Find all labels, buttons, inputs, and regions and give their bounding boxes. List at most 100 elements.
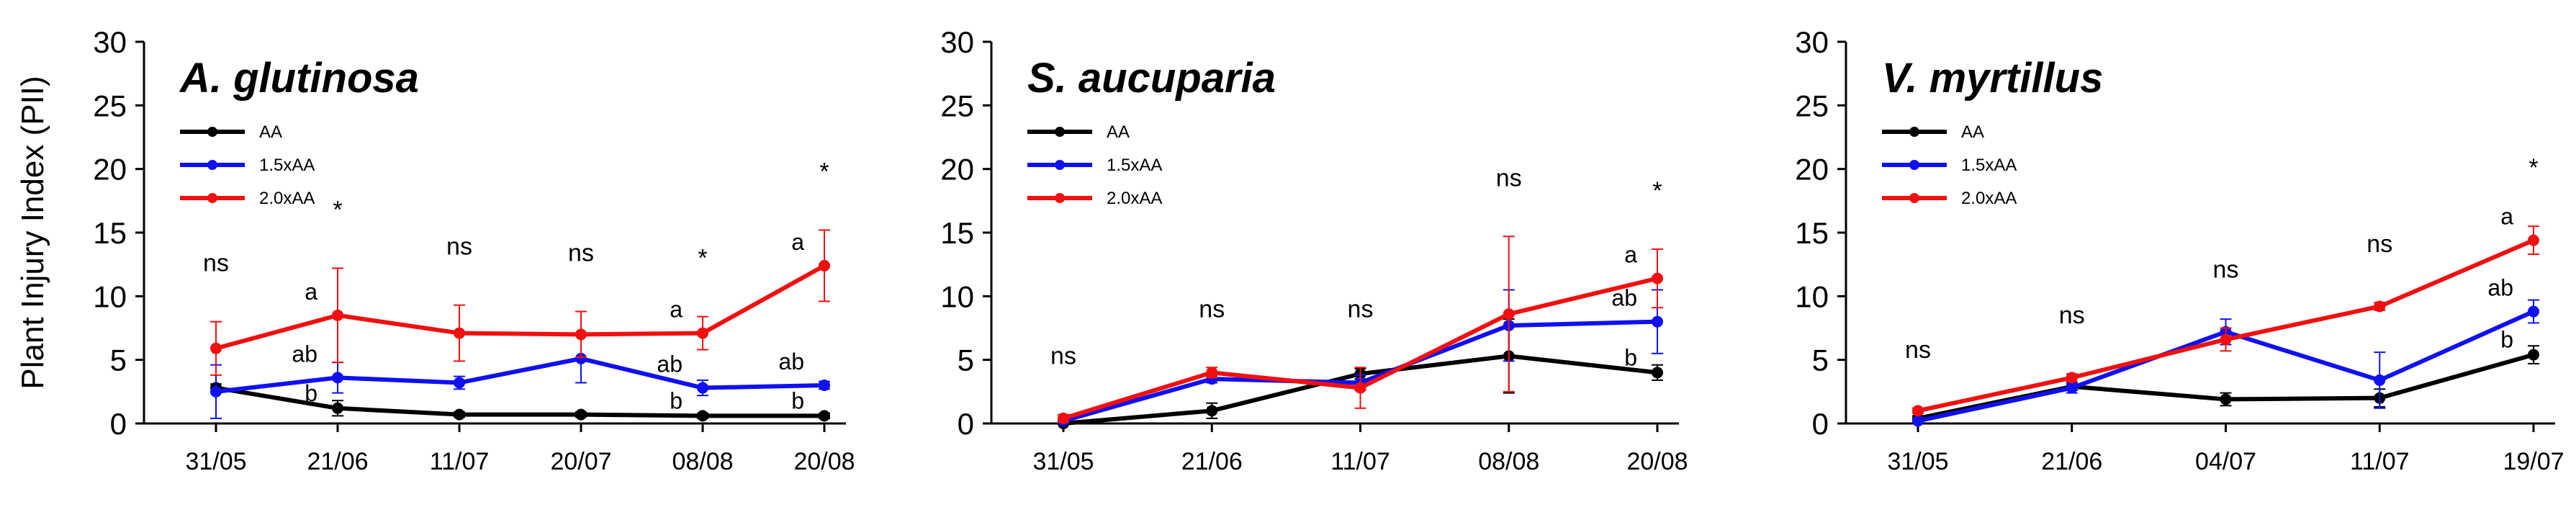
data-point [697, 382, 708, 394]
legend-marker [1055, 160, 1065, 170]
data-point [2220, 393, 2232, 405]
chart-v-myrtillus: 0 5 10 15 20 25 30 31/05 21/06 04/07 11/07 19/07 V. … [1795, 25, 2564, 475]
legend-label: 1.5xAA [1961, 156, 2017, 175]
y-tick-label: 15 [940, 216, 974, 250]
data-point [1503, 308, 1515, 320]
series-line [215, 385, 824, 418]
series-AA [1912, 345, 2539, 424]
significance-letter: ab [2487, 275, 2513, 301]
series-1.5xAA [210, 333, 830, 419]
legend-marker [207, 160, 217, 170]
x-tick-label: 21/06 [1181, 448, 1243, 475]
data-point [1652, 315, 1663, 328]
y-tick-label: 30 [93, 25, 127, 59]
significance-label: ns [1050, 343, 1076, 370]
y-tick-label: 15 [1795, 216, 1829, 250]
significance-letter: a [791, 229, 804, 255]
significance-label: ns [1496, 164, 1522, 192]
y-tick-label: 10 [940, 279, 974, 313]
series-line [215, 264, 826, 351]
series-line [1917, 352, 2534, 421]
x-tick-label: 21/06 [307, 448, 368, 475]
significance-label: ns [1199, 295, 1225, 323]
data-point [1652, 272, 1663, 284]
data-point [2528, 305, 2539, 318]
data-point [1058, 412, 1069, 424]
significance-label: * [2528, 154, 2538, 181]
series-2.0xAA [1912, 225, 2539, 417]
x-tick-label: 31/05 [1032, 448, 1094, 475]
significance-letter: b [791, 387, 804, 413]
legend-marker [1909, 160, 1919, 170]
series-line [215, 356, 825, 394]
series-2.0xAA [210, 229, 830, 376]
legend-marker [1909, 127, 1919, 137]
chart-a-glutinosa: 0 5 10 15 20 25 30 31/05 21/06 11/07 20/07 08/08 20/… [15, 25, 855, 475]
x-tick-label: 21/06 [2041, 448, 2102, 475]
y-axis-label: Plant Injury Index (PII) [15, 76, 50, 389]
significance-label: ns [2059, 302, 2085, 329]
legend-marker [207, 193, 217, 203]
y-tick-label: 5 [1812, 344, 1829, 377]
significance-letter: b [1624, 344, 1637, 370]
significance-label: ns [2366, 230, 2392, 258]
y-tick-label: 5 [110, 344, 127, 377]
significance-letter: ab [292, 341, 318, 367]
y-tick-label: 30 [940, 25, 974, 59]
x-tick-label: 11/07 [2350, 448, 2410, 475]
y-tick-label: 25 [1795, 89, 1829, 122]
legend-marker [207, 127, 217, 137]
data-point [2066, 372, 2078, 384]
legend-marker [1909, 193, 1919, 203]
significance-letter: a [2500, 204, 2513, 230]
legend-label: AA [1107, 122, 1130, 142]
data-point [575, 408, 587, 421]
chart-s-aucuparia: 0 5 10 15 20 25 30 31/05 21/06 11/07 08/08 20/08 S. … [940, 25, 1688, 475]
data-point [2528, 234, 2539, 246]
data-point [819, 410, 830, 422]
y-tick-label: 5 [958, 344, 974, 377]
data-point [332, 309, 343, 321]
data-point [575, 328, 587, 341]
data-point [2374, 374, 2386, 386]
data-point [697, 410, 708, 422]
data-point [2066, 382, 2078, 394]
significance-label: ns [2213, 256, 2239, 284]
y-tick-label: 25 [940, 89, 974, 122]
data-point [1912, 415, 1924, 427]
significance-letter: b [2500, 327, 2513, 353]
data-point [210, 342, 222, 354]
significance-letter: ab [778, 349, 804, 374]
significance-label: * [1652, 177, 1662, 205]
data-point [697, 327, 708, 339]
data-point [2220, 333, 2232, 346]
series-1.5xAA [1912, 299, 2539, 427]
legend-label: 2.0xAA [1107, 189, 1162, 208]
data-point [454, 377, 465, 389]
y-tick-label: 30 [1795, 25, 1829, 59]
significance-letter: b [670, 387, 683, 413]
y-tick-label: 25 [93, 89, 127, 122]
x-tick-label: 04/07 [2195, 448, 2256, 475]
x-tick-label: 08/08 [672, 448, 733, 475]
significance-label: ns [1905, 336, 1931, 364]
significance-label: * [819, 158, 829, 185]
y-tick-label: 20 [940, 153, 974, 187]
x-tick-label: 20/08 [793, 448, 855, 475]
significance-label: ns [446, 233, 472, 261]
data-point [332, 402, 343, 414]
x-tick-label: 11/07 [430, 448, 490, 475]
data-point [2374, 300, 2386, 313]
significance-letter: ab [657, 351, 683, 377]
significance-label: * [698, 245, 707, 272]
significance-letter: a [670, 297, 683, 323]
x-tick-label: 31/05 [185, 448, 246, 475]
x-tick-label: 19/07 [2503, 448, 2564, 475]
legend-label: 1.5xAA [1107, 156, 1162, 175]
data-point [819, 259, 830, 272]
data-point [819, 380, 830, 391]
legend-label: 1.5xAA [259, 156, 315, 175]
data-point [1206, 405, 1218, 417]
y-tick-label: 20 [1795, 153, 1829, 187]
